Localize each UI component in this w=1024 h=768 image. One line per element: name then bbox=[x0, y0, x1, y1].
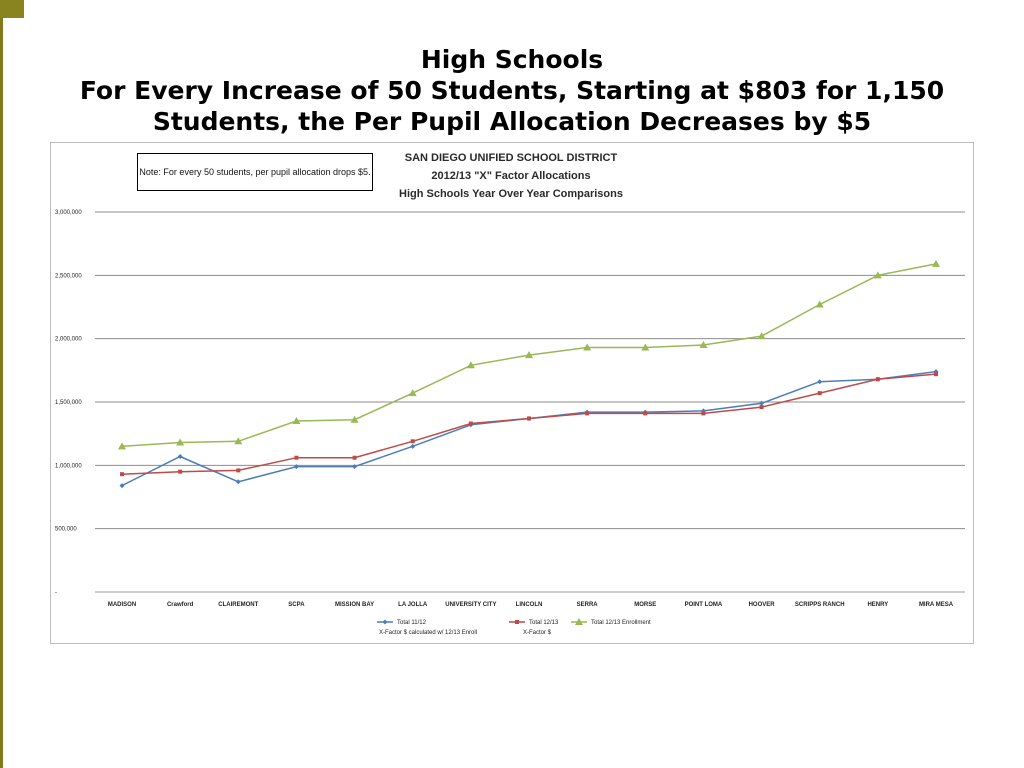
y-tick-label: 1,500,000 bbox=[55, 400, 82, 406]
series-2-point bbox=[236, 468, 241, 473]
series-2-point bbox=[701, 411, 706, 416]
chart-title: SAN DIEGO UNIFIED SCHOOL DISTRICT 2012/1… bbox=[351, 149, 671, 203]
x-tick-label: LINCOLN bbox=[516, 602, 543, 608]
series-3-point bbox=[699, 341, 708, 348]
legend-marker-3 bbox=[575, 618, 583, 625]
series-2-point bbox=[643, 411, 648, 416]
x-tick-label: HENRY bbox=[867, 602, 888, 608]
series-1-point bbox=[759, 400, 765, 406]
chart-title-line-1: SAN DIEGO UNIFIED SCHOOL DISTRICT bbox=[404, 152, 618, 164]
legend-marker-1 bbox=[382, 619, 388, 625]
legend-label-1: Total 11/12 bbox=[397, 620, 427, 626]
series-3-point bbox=[525, 351, 533, 359]
series-1-point bbox=[293, 464, 299, 470]
series-1-point bbox=[235, 479, 241, 485]
series-3-point bbox=[234, 437, 243, 445]
series-2-point bbox=[120, 472, 124, 477]
series-2-point bbox=[759, 405, 764, 410]
series-3-point bbox=[757, 332, 766, 340]
y-tick-label: 2,500,000 bbox=[55, 273, 82, 279]
series-2-point bbox=[934, 372, 938, 377]
slide-title-line-3: Students, the Per Pupil Allocation Decre… bbox=[152, 107, 872, 136]
slide-accent-bar bbox=[0, 0, 3, 768]
x-tick-label: SCPA bbox=[288, 602, 305, 608]
series-line-2 bbox=[121, 373, 937, 475]
y-tick-label: 500,000 bbox=[55, 527, 77, 533]
series-2-point bbox=[817, 391, 822, 396]
series-3-point bbox=[176, 438, 185, 446]
x-tick-label: LA JOLLA bbox=[398, 602, 428, 608]
legend-label-2: Total 12/13 bbox=[529, 620, 559, 626]
chart-frame: Note: For every 50 students, per pupil a… bbox=[50, 142, 974, 644]
x-tick-label: CLAIREMONT bbox=[218, 602, 258, 608]
series-3-point bbox=[873, 271, 882, 279]
series-2-point bbox=[294, 455, 299, 460]
x-tick-label: Crawford bbox=[167, 602, 194, 608]
series-3-point bbox=[641, 343, 650, 351]
slide-accent-square bbox=[0, 0, 24, 18]
y-tick-label: 2,000,000 bbox=[55, 337, 82, 343]
series-3-point bbox=[292, 417, 301, 424]
x-tick-label: UNIVERSITY CITY bbox=[445, 602, 496, 608]
series-1-point bbox=[817, 379, 823, 385]
series-2-point bbox=[468, 421, 473, 426]
x-tick-label: MIRA MESA bbox=[919, 602, 954, 608]
legend-sublabel-1: X-Factor $ calculated w/ 12/13 Enroll bbox=[379, 630, 477, 636]
slide-title: High Schools For Every Increase of 50 St… bbox=[40, 44, 984, 137]
legend-marker-2 bbox=[515, 620, 519, 624]
slide-title-line-2: For Every Increase of 50 Students, Start… bbox=[79, 76, 945, 105]
x-tick-label: SERRA bbox=[577, 602, 599, 608]
x-tick-label: MORSE bbox=[634, 602, 656, 608]
series-1-point bbox=[119, 483, 125, 489]
legend-sublabel-2: X-Factor $ bbox=[523, 630, 552, 636]
x-tick-label: SCRIPPS RANCH bbox=[795, 602, 845, 608]
series-3-point bbox=[932, 259, 940, 267]
line-chart: - 500,000 1,000,000 1,500,000 2,000,000 2,500… bbox=[55, 210, 965, 636]
series-3-point bbox=[466, 361, 475, 369]
x-tick-label: POINT LOMA bbox=[685, 602, 723, 608]
series-1-point bbox=[352, 464, 358, 470]
y-tick-label: - bbox=[55, 590, 57, 596]
series-3-point bbox=[815, 300, 824, 308]
series-3-point bbox=[583, 343, 592, 351]
chart-title-line-3: High Schools Year Over Year Comparisons bbox=[399, 188, 623, 200]
series-3-point bbox=[118, 442, 126, 450]
series-1-point bbox=[177, 453, 183, 459]
series-2-point bbox=[585, 411, 590, 416]
series-2-point bbox=[178, 469, 183, 474]
chart-note: Note: For every 50 students, per pupil a… bbox=[137, 153, 373, 191]
x-tick-label: MADISON bbox=[108, 602, 136, 608]
series-3-point bbox=[408, 389, 417, 397]
y-tick-label: 3,000,000 bbox=[55, 210, 82, 216]
series-1-point bbox=[410, 443, 416, 449]
series-2-point bbox=[527, 416, 531, 421]
y-tick-label: 1,000,000 bbox=[55, 463, 82, 469]
series-2-point bbox=[352, 455, 357, 460]
chart-title-line-2: 2012/13 "X" Factor Allocations bbox=[431, 170, 591, 182]
series-2-point bbox=[410, 439, 415, 444]
series-2-point bbox=[875, 377, 880, 382]
x-tick-label: MISSION BAY bbox=[335, 602, 374, 608]
legend-label-3: Total 12/13 Enrollment bbox=[591, 620, 651, 626]
slide-title-line-1: High Schools bbox=[420, 45, 604, 74]
x-tick-label: HOOVER bbox=[749, 602, 776, 608]
series-3-point bbox=[350, 415, 359, 423]
